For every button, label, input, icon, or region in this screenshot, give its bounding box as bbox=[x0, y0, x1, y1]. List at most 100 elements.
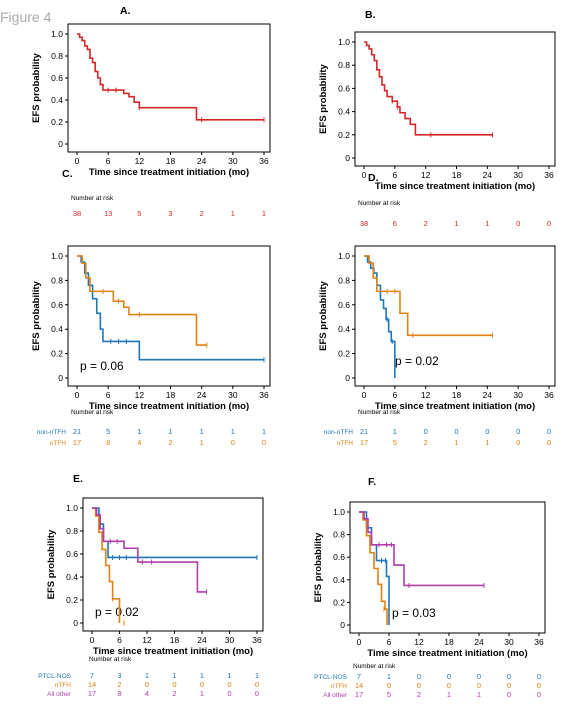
risk-count: 0 bbox=[262, 438, 266, 447]
risk-count: 2 bbox=[424, 219, 428, 228]
risk-count: 13 bbox=[104, 209, 112, 218]
y-tick-label: 0.4 bbox=[338, 324, 350, 334]
x-tick-label: 36 bbox=[259, 390, 269, 400]
y-tick-label: 0.2 bbox=[66, 595, 78, 605]
risk-count: 14 bbox=[355, 681, 363, 690]
risk-count: 21 bbox=[360, 427, 368, 436]
p-value: p = 0.02 bbox=[395, 354, 439, 368]
y-tick-label: 0.4 bbox=[66, 572, 78, 582]
risk-row-label: nTFH bbox=[50, 440, 67, 447]
risk-count: 1 bbox=[485, 219, 489, 228]
panel-label: A. bbox=[120, 5, 131, 17]
y-tick-label: 0.8 bbox=[333, 530, 345, 540]
km-curve-ntfh bbox=[77, 255, 207, 346]
risk-count: 4 bbox=[145, 689, 149, 698]
risk-row-label: All other bbox=[323, 692, 348, 699]
y-tick-label: 0.4 bbox=[333, 575, 345, 585]
y-tick-label: 1.0 bbox=[333, 507, 345, 517]
x-tick-label: 30 bbox=[513, 170, 523, 180]
risk-count: 0 bbox=[507, 690, 511, 699]
risk-count: 8 bbox=[117, 689, 121, 698]
risk-count: 0 bbox=[145, 680, 149, 689]
risk-count: 0 bbox=[447, 681, 451, 690]
y-tick-label: 0.2 bbox=[338, 130, 350, 140]
risk-count: 5 bbox=[393, 438, 397, 447]
panel-label: E. bbox=[73, 473, 83, 485]
risk-count: 0 bbox=[255, 680, 259, 689]
risk-count: 1 bbox=[200, 427, 204, 436]
risk-row-label: nTFH bbox=[337, 440, 354, 447]
x-tick-label: 18 bbox=[166, 390, 176, 400]
y-tick-label: 0.6 bbox=[338, 83, 350, 93]
risk-count: 2 bbox=[117, 680, 121, 689]
x-tick-label: 36 bbox=[252, 635, 262, 645]
x-axis-label: Time since treatment initiation (mo) bbox=[93, 646, 253, 657]
risk-count: 6 bbox=[393, 219, 397, 228]
risk-count: 0 bbox=[477, 681, 481, 690]
risk-count: 1 bbox=[200, 689, 204, 698]
y-tick-label: 0.2 bbox=[333, 597, 345, 607]
x-tick-label: 6 bbox=[106, 156, 111, 166]
risk-count: 7 bbox=[357, 672, 361, 681]
risk-table-title: Number at risk bbox=[358, 200, 401, 207]
risk-count: 0 bbox=[255, 689, 259, 698]
risk-table-title: Number at risk bbox=[71, 195, 114, 202]
risk-count: 0 bbox=[387, 681, 391, 690]
risk-count: 38 bbox=[360, 219, 368, 228]
x-tick-label: 12 bbox=[142, 635, 152, 645]
p-value: p = 0.02 bbox=[95, 605, 139, 619]
y-tick-label: 0.8 bbox=[66, 526, 78, 536]
y-tick-label: 0 bbox=[58, 373, 63, 383]
risk-count: 0 bbox=[547, 438, 551, 447]
risk-count: 1 bbox=[231, 427, 235, 436]
risk-count: 17 bbox=[73, 438, 81, 447]
risk-row-label: nTFH bbox=[331, 683, 348, 690]
risk-count: 2 bbox=[168, 438, 172, 447]
x-tick-label: 30 bbox=[228, 156, 238, 166]
y-tick-label: 0.6 bbox=[51, 73, 63, 83]
risk-table-title: Number at risk bbox=[71, 409, 114, 416]
risk-count: 0 bbox=[447, 672, 451, 681]
y-tick-label: 0 bbox=[345, 373, 350, 383]
risk-count: 17 bbox=[355, 690, 363, 699]
x-tick-label: 12 bbox=[135, 390, 145, 400]
risk-count: 7 bbox=[90, 671, 94, 680]
risk-count: 0 bbox=[231, 438, 235, 447]
risk-count: 38 bbox=[73, 209, 81, 218]
risk-count: 0 bbox=[507, 681, 511, 690]
risk-count: 0 bbox=[417, 681, 421, 690]
risk-count: 0 bbox=[424, 427, 428, 436]
x-tick-label: 0 bbox=[357, 637, 362, 647]
x-tick-label: 18 bbox=[452, 170, 462, 180]
x-tick-label: 30 bbox=[513, 390, 523, 400]
km-curve-non-ntfh bbox=[364, 255, 396, 378]
risk-count: 0 bbox=[537, 681, 541, 690]
y-tick-label: 0 bbox=[345, 153, 350, 163]
x-tick-label: 24 bbox=[474, 637, 484, 647]
risk-count: 1 bbox=[485, 438, 489, 447]
risk-count: 0 bbox=[172, 680, 176, 689]
risk-count: 1 bbox=[137, 427, 141, 436]
risk-row-label: non-nTFH bbox=[37, 429, 67, 436]
y-tick-label: 0 bbox=[340, 620, 345, 630]
risk-count: 3 bbox=[117, 671, 121, 680]
p-value: p = 0.06 bbox=[80, 359, 124, 373]
risk-row-label: PTCL-NOS bbox=[314, 674, 348, 681]
x-axis-label: Time since treatment initiation (mo) bbox=[367, 648, 527, 659]
km-curve-overall bbox=[77, 33, 264, 121]
x-tick-label: 24 bbox=[197, 390, 207, 400]
risk-count: 4 bbox=[137, 438, 141, 447]
risk-count: 0 bbox=[516, 438, 520, 447]
risk-count: 1 bbox=[200, 438, 204, 447]
risk-count: 2 bbox=[417, 690, 421, 699]
x-tick-label: 6 bbox=[106, 390, 111, 400]
x-tick-label: 24 bbox=[197, 156, 207, 166]
risk-count: 0 bbox=[477, 672, 481, 681]
y-tick-label: 0.2 bbox=[51, 117, 63, 127]
x-tick-label: 30 bbox=[225, 635, 235, 645]
risk-table-title: Number at risk bbox=[358, 409, 401, 416]
y-axis-label: EFS probability bbox=[31, 52, 42, 122]
